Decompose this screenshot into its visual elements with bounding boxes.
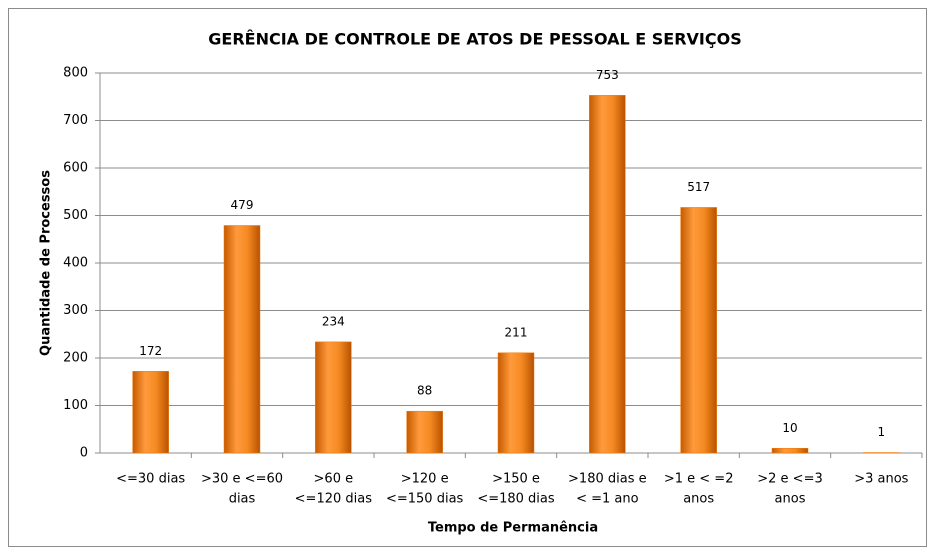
x-tick-label: >2 e <=3 xyxy=(757,472,822,487)
data-label: 211 xyxy=(505,325,528,339)
data-label: 517 xyxy=(687,180,710,194)
y-tick-label: 0 xyxy=(80,446,88,461)
y-axis-label: Quantidade de Processos xyxy=(39,170,54,356)
x-tick-label: >150 e xyxy=(492,472,540,487)
y-tick-label: 400 xyxy=(63,256,88,271)
y-tick-label: 200 xyxy=(63,351,88,366)
x-tick-label: anos xyxy=(775,492,806,507)
x-tick-label: <=150 dias xyxy=(386,492,464,507)
data-label: 1 xyxy=(878,425,886,439)
x-tick-label: <=180 dias xyxy=(477,492,555,507)
bar xyxy=(497,352,535,454)
data-label: 234 xyxy=(322,314,345,328)
x-tick-label: >180 dias e xyxy=(568,472,647,487)
y-tick-label: 800 xyxy=(63,66,88,81)
y-tick-label: 600 xyxy=(63,161,88,176)
chart-title: GERÊNCIA DE CONTROLE DE ATOS DE PESSOAL … xyxy=(208,30,742,49)
data-label: 88 xyxy=(417,384,432,398)
bar xyxy=(589,95,626,454)
data-label: 10 xyxy=(782,421,797,435)
y-tick-label: 300 xyxy=(63,303,88,318)
bar xyxy=(315,341,352,454)
chart-frame xyxy=(8,8,927,547)
bar xyxy=(406,410,443,454)
x-tick-label: >120 e xyxy=(401,472,449,487)
x-tick-label: < =1 ano xyxy=(576,492,639,507)
x-tick-label: >60 e xyxy=(314,472,354,487)
x-tick-label: <=120 dias xyxy=(295,492,373,507)
x-tick-label: >3 anos xyxy=(854,472,908,487)
bar xyxy=(223,225,261,454)
x-tick-label: anos xyxy=(683,492,714,507)
x-axis-label: Tempo de Permanência xyxy=(428,521,598,536)
data-label: 753 xyxy=(596,68,619,82)
y-tick-label: 700 xyxy=(63,113,88,128)
x-tick-label: >1 e < =2 xyxy=(664,472,734,487)
bar xyxy=(771,448,809,454)
y-tick-label: 500 xyxy=(63,208,88,223)
y-tick-label: 100 xyxy=(63,398,88,413)
x-tick-label: <=30 dias xyxy=(116,472,185,487)
x-tick-label: >30 e <=60 xyxy=(201,472,283,487)
bar xyxy=(680,207,717,454)
bar xyxy=(132,371,169,454)
x-tick-label: dias xyxy=(229,492,256,507)
data-label: 172 xyxy=(139,344,162,358)
data-label: 479 xyxy=(231,198,254,212)
